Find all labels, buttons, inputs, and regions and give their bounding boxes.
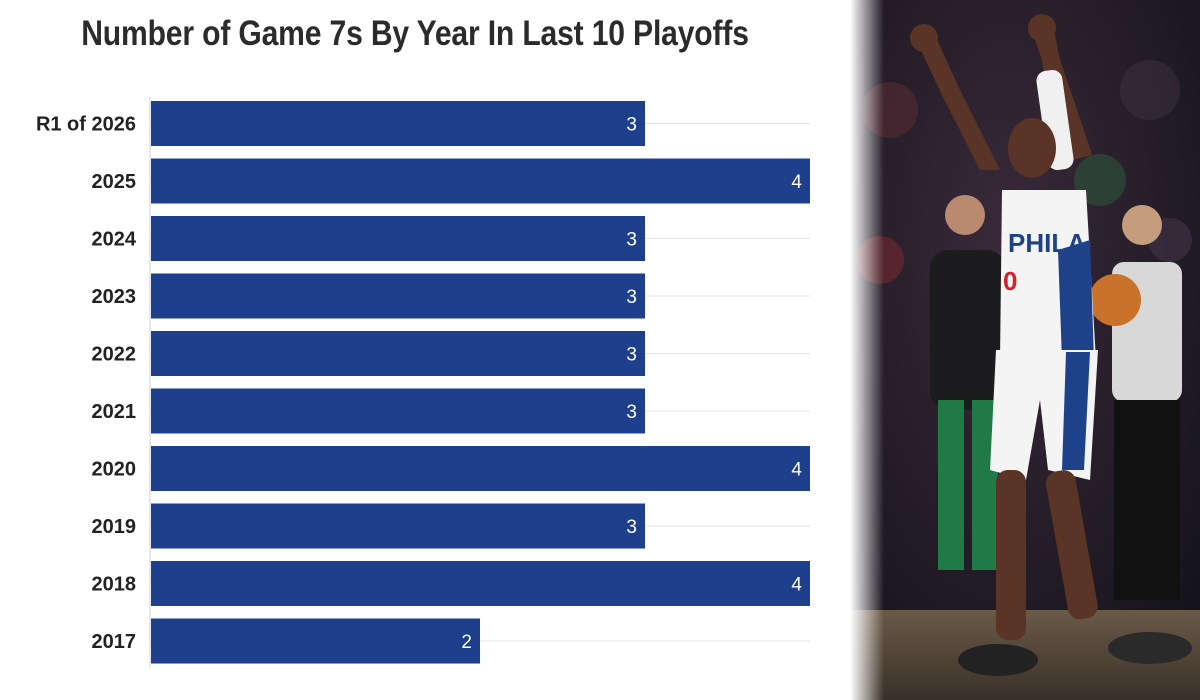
data-label: 3: [626, 287, 637, 308]
bar: [151, 101, 645, 146]
category-tick-label: 2021: [92, 401, 137, 423]
category-tick-label: 2022: [92, 344, 137, 366]
bar: [151, 158, 810, 204]
data-label: 4: [791, 575, 802, 596]
player-photo: PHILA 0: [850, 0, 1200, 700]
data-label: 3: [626, 345, 637, 366]
category-tick-label: 2018: [92, 574, 137, 596]
svg-text:PHILA: PHILA: [1008, 228, 1086, 258]
category-tick-label: R1 of 2026: [36, 114, 136, 136]
data-label: 3: [626, 230, 637, 251]
bar: [151, 503, 645, 549]
data-label: 4: [791, 172, 802, 193]
bar: [151, 273, 645, 319]
category-tick-label: 2023: [92, 286, 137, 308]
chart-panel: Number of Game 7s By Year In Last 10 Pla…: [35, 14, 810, 668]
bar: [151, 446, 810, 491]
data-label: 3: [626, 115, 637, 136]
data-label: 2: [461, 632, 472, 653]
category-tick-label: 2024: [92, 229, 137, 251]
photo-fade: [850, 0, 884, 700]
bar: [151, 561, 810, 606]
bar-chart: 3 R1 of 2026 4 2025 3 2024 3 2023 3 2022 3 2021 4 202…: [36, 96, 810, 668]
bar: [151, 216, 645, 261]
bar: [151, 331, 645, 376]
bar: [151, 388, 645, 434]
data-label: 4: [791, 460, 802, 481]
chart-title: Number of Game 7s By Year In Last 10 Pla…: [81, 14, 749, 53]
data-label: 3: [626, 402, 637, 423]
category-tick-label: 2020: [92, 459, 137, 481]
category-tick-label: 2025: [92, 171, 137, 193]
category-tick-label: 2019: [92, 516, 137, 538]
bar: [151, 618, 480, 664]
basketball-player-celebrating-photo: PHILA 0: [850, 0, 1200, 700]
svg-text:0: 0: [1003, 266, 1017, 296]
data-label: 3: [626, 517, 637, 538]
category-tick-label: 2017: [92, 631, 137, 653]
